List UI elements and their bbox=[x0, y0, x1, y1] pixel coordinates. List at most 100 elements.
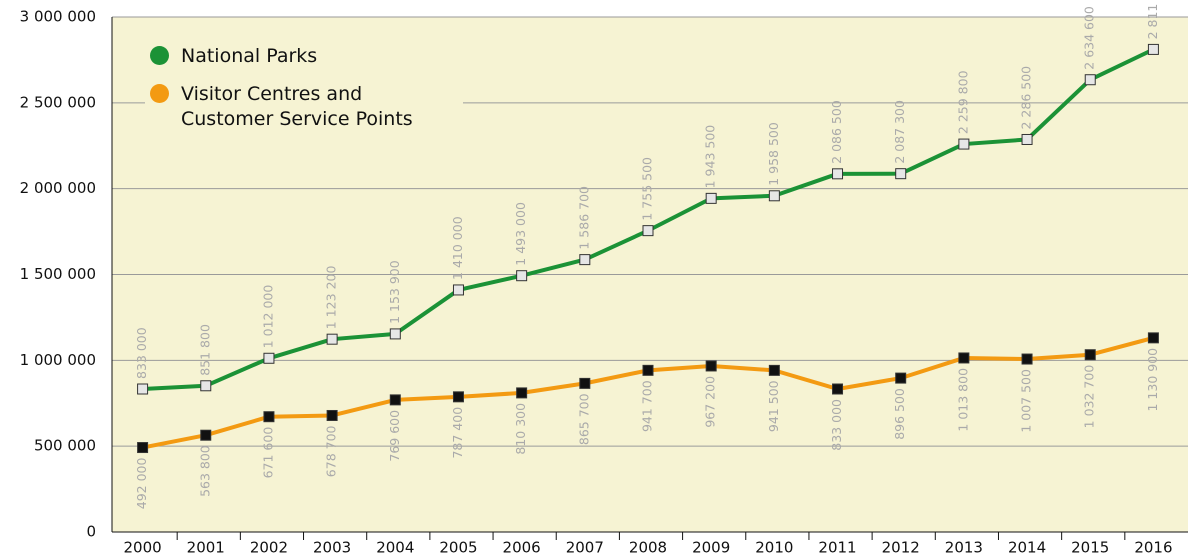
value-label: 1 493 000 bbox=[513, 202, 528, 266]
marker bbox=[516, 270, 528, 282]
legend-bg bbox=[145, 38, 463, 150]
legend-swatch bbox=[150, 46, 169, 65]
legend-swatch bbox=[150, 84, 169, 103]
value-label: 563 800 bbox=[197, 445, 212, 497]
y-tick-label: 1 500 000 bbox=[20, 265, 96, 283]
marker bbox=[958, 352, 970, 364]
value-label: 1 153 900 bbox=[387, 260, 402, 324]
marker bbox=[579, 254, 591, 266]
x-tick-label: 2000 bbox=[123, 539, 161, 556]
value-label: 1 007 500 bbox=[1019, 369, 1034, 433]
marker bbox=[137, 442, 149, 454]
x-tick-label: 2009 bbox=[692, 539, 730, 556]
x-tick-label: 2003 bbox=[313, 539, 351, 556]
marker bbox=[263, 411, 275, 423]
value-label: 967 200 bbox=[703, 376, 718, 428]
marker bbox=[326, 333, 338, 345]
value-label: 896 500 bbox=[892, 388, 907, 440]
marker bbox=[452, 391, 464, 403]
x-tick-label: 2016 bbox=[1134, 539, 1172, 556]
y-tick-label: 0 bbox=[86, 523, 96, 541]
y-tick-label: 1 000 000 bbox=[20, 351, 96, 369]
value-label: 1 032 700 bbox=[1082, 365, 1097, 429]
y-tick-label: 2 000 000 bbox=[20, 179, 96, 197]
value-label: 1 958 500 bbox=[766, 122, 781, 186]
marker bbox=[200, 380, 212, 392]
legend-item: Visitor Centres and Customer Service Poi… bbox=[150, 82, 443, 132]
value-label: 1 586 700 bbox=[576, 186, 591, 250]
marker bbox=[389, 394, 401, 406]
marker bbox=[768, 364, 780, 376]
value-label: 2 086 500 bbox=[829, 100, 844, 164]
value-label: 833 000 bbox=[134, 327, 149, 379]
marker bbox=[1021, 133, 1033, 145]
value-label: 2 811 200 bbox=[1145, 0, 1160, 39]
legend: National Parks Visitor Centres and Custom… bbox=[150, 44, 443, 145]
legend-label: Visitor Centres and Customer Service Poi… bbox=[181, 83, 413, 130]
value-label: 865 700 bbox=[576, 393, 591, 445]
y-tick-label: 3 000 000 bbox=[20, 8, 96, 26]
value-label: 1 123 200 bbox=[324, 266, 339, 330]
marker bbox=[200, 429, 212, 441]
marker bbox=[389, 328, 401, 340]
marker bbox=[579, 377, 591, 389]
value-label: 833 000 bbox=[829, 399, 844, 451]
x-tick-label: 2011 bbox=[818, 539, 856, 556]
x-tick-label: 2012 bbox=[882, 539, 920, 556]
marker bbox=[1147, 43, 1159, 55]
value-label: 769 600 bbox=[387, 410, 402, 462]
x-tick-label: 2008 bbox=[629, 539, 667, 556]
marker bbox=[642, 364, 654, 376]
marker bbox=[832, 383, 844, 395]
x-tick-label: 2015 bbox=[1071, 539, 1109, 556]
value-label: 671 600 bbox=[260, 427, 275, 479]
marker bbox=[895, 168, 907, 180]
value-label: 810 300 bbox=[513, 403, 528, 455]
marker bbox=[705, 192, 717, 204]
x-tick-label: 2007 bbox=[566, 539, 604, 556]
x-tick-label: 2014 bbox=[1008, 539, 1046, 556]
value-label: 851 800 bbox=[197, 324, 212, 376]
value-label: 2 634 600 bbox=[1082, 6, 1097, 70]
marker bbox=[832, 168, 844, 180]
legend-label: National Parks bbox=[181, 45, 318, 67]
marker bbox=[516, 387, 528, 399]
legend-item: National Parks bbox=[150, 44, 443, 69]
x-tick-label: 2001 bbox=[187, 539, 225, 556]
y-tick-label: 2 500 000 bbox=[20, 93, 96, 111]
value-label: 1 755 500 bbox=[640, 157, 655, 221]
marker bbox=[895, 372, 907, 384]
marker bbox=[1084, 74, 1096, 86]
value-label: 941 500 bbox=[766, 380, 781, 432]
value-label: 787 400 bbox=[450, 407, 465, 459]
marker bbox=[263, 352, 275, 364]
value-label: 941 700 bbox=[640, 380, 655, 432]
y-tick-label: 500 000 bbox=[34, 437, 96, 455]
marker bbox=[452, 284, 464, 296]
x-tick-label: 2002 bbox=[250, 539, 288, 556]
x-tick-label: 2006 bbox=[503, 539, 541, 556]
marker bbox=[1084, 349, 1096, 361]
value-label: 2 087 300 bbox=[892, 100, 907, 164]
value-label: 1 943 500 bbox=[703, 125, 718, 189]
marker bbox=[705, 360, 717, 372]
marker bbox=[1021, 353, 1033, 365]
value-label: 2 259 800 bbox=[955, 70, 970, 134]
marker bbox=[642, 225, 654, 237]
value-label: 2 286 500 bbox=[1019, 66, 1034, 130]
value-label: 1 130 900 bbox=[1145, 348, 1160, 412]
value-label: 1 410 000 bbox=[450, 216, 465, 280]
marker bbox=[958, 138, 970, 150]
x-tick-label: 2004 bbox=[376, 539, 414, 556]
marker bbox=[1147, 332, 1159, 344]
value-label: 492 000 bbox=[134, 458, 149, 510]
value-label: 678 700 bbox=[324, 425, 339, 477]
marker bbox=[137, 383, 149, 395]
x-tick-label: 2013 bbox=[945, 539, 983, 556]
marker bbox=[768, 190, 780, 202]
value-label: 1 013 800 bbox=[955, 368, 970, 432]
value-label: 1 012 000 bbox=[260, 285, 275, 349]
x-tick-label: 2010 bbox=[755, 539, 793, 556]
